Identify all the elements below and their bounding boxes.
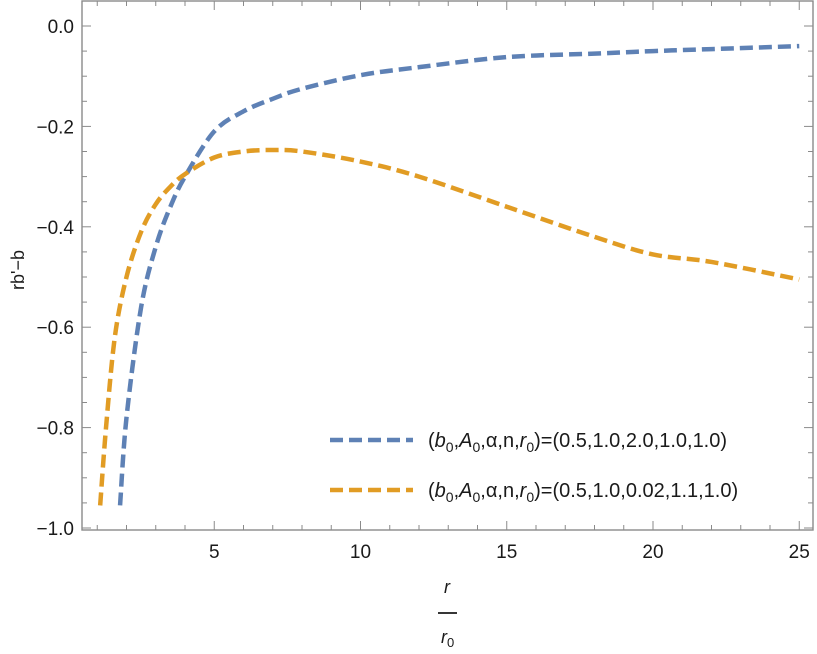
y-tick-label: −0.6 (36, 318, 74, 339)
x-label-denominator: r0 (441, 627, 454, 650)
x-tick-label: 15 (496, 542, 517, 563)
legend-label-orange: (b0,A0,α,n,r0)=(0.5,1.0,0.02,1.1,1.0) (428, 480, 738, 505)
y-tick-label: −1.0 (36, 519, 74, 540)
x-label-numerator: r (444, 577, 451, 597)
x-tick-label: 25 (789, 542, 810, 563)
legend-item-orange: (b0,A0,α,n,r0)=(0.5,1.0,0.02,1.1,1.0) (330, 480, 738, 505)
y-tick-label: −0.2 (36, 117, 74, 138)
x-axis-label: r r0 (438, 577, 457, 650)
y-tick-label: −0.8 (36, 419, 74, 440)
y-tick-label: 0.0 (48, 17, 74, 38)
legend-label-blue: (b0,A0,α,n,r0)=(0.5,1.0,2.0,1.0,1.0) (428, 430, 727, 455)
y-tick-labels: 0.0 −0.2 −0.4 −0.6 −0.8 −1.0 (36, 17, 74, 540)
y-tick-label: −0.4 (36, 218, 74, 239)
data-curves (97, 43, 800, 506)
plot-frame (81, 0, 814, 531)
x-tick-label: 5 (209, 542, 220, 563)
y-axis-label: rb'−b (8, 250, 28, 290)
x-tick-label: 10 (350, 542, 371, 563)
legend: (b0,A0,α,n,r0)=(0.5,1.0,2.0,1.0,1.0) (b0… (330, 430, 738, 505)
series-blue-curve (117, 43, 800, 506)
x-tick-labels: 5 10 15 20 25 (209, 542, 810, 563)
legend-item-blue: (b0,A0,α,n,r0)=(0.5,1.0,2.0,1.0,1.0) (330, 430, 727, 455)
axis-ticks (82, 1, 813, 530)
x-tick-label: 20 (642, 542, 663, 563)
